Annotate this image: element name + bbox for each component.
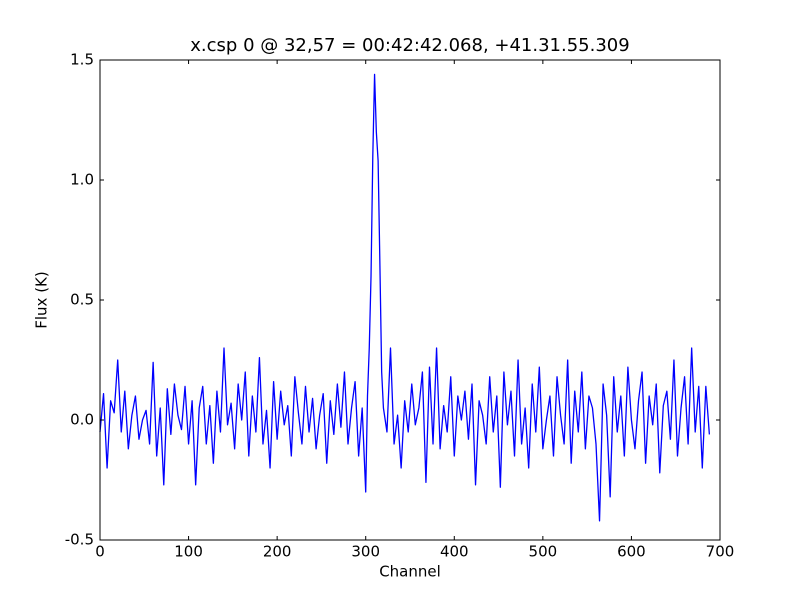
x-tick-label: 200 [263, 543, 292, 561]
y-tick-label: 0.5 [70, 291, 94, 309]
x-tick-label: 700 [706, 543, 735, 561]
y-tick-label: -0.5 [65, 531, 94, 549]
x-tick-label: 300 [351, 543, 380, 561]
x-tick-label: 500 [529, 543, 558, 561]
y-tick-label: 1.5 [70, 51, 94, 69]
x-tick-label: 400 [440, 543, 469, 561]
x-tick-label: 100 [174, 543, 203, 561]
x-axis-label: Channel [379, 563, 441, 581]
x-tick-label: 600 [617, 543, 646, 561]
data-line [99, 73, 711, 522]
y-axis-label: Flux (K) [33, 271, 51, 329]
x-tick-label: 0 [95, 543, 105, 561]
y-tick-label: 1.0 [70, 171, 94, 189]
y-tick-label: 0.0 [70, 411, 94, 429]
chart-title: x.csp 0 @ 32,57 = 00:42:42.068, +41.31.5… [190, 35, 629, 56]
